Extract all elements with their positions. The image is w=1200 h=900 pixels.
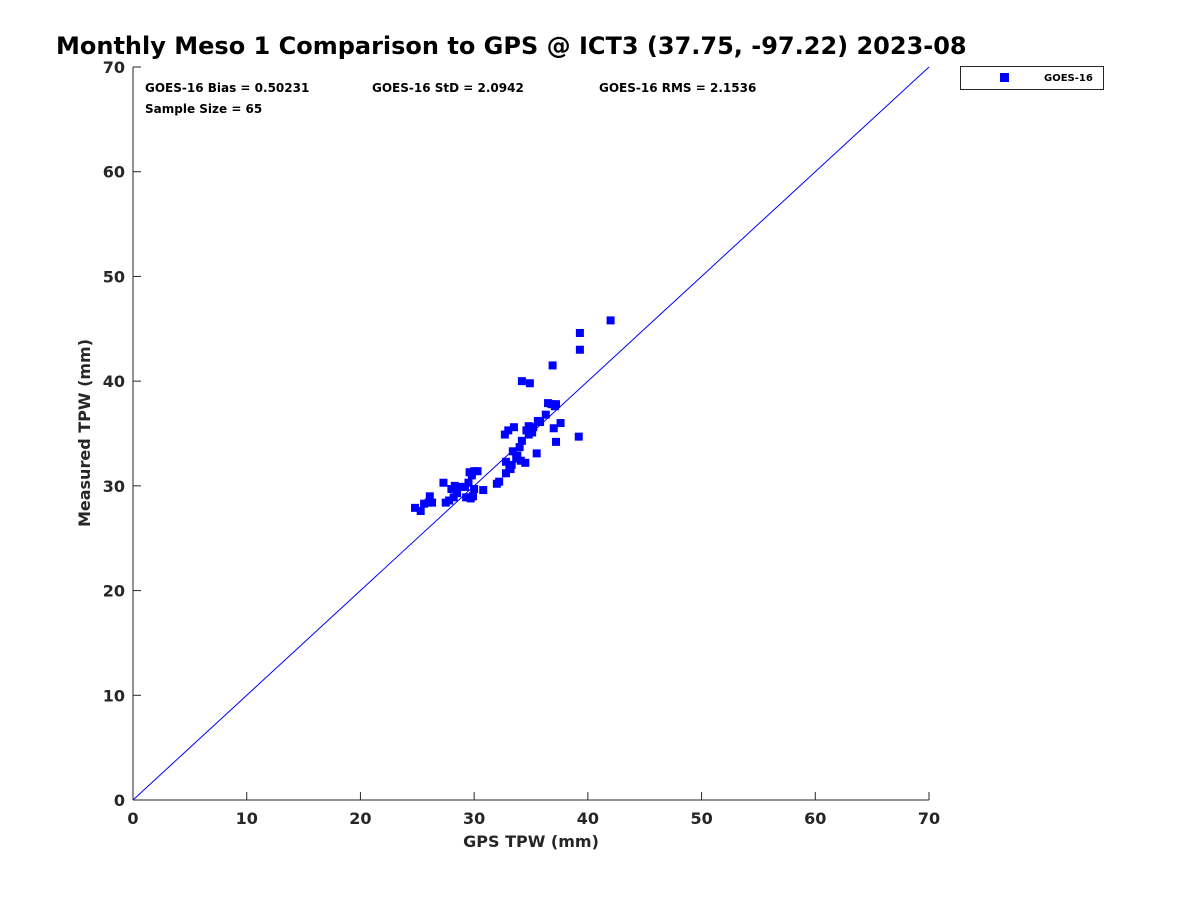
data-point xyxy=(574,432,583,441)
data-point xyxy=(500,430,509,439)
data-point xyxy=(473,467,482,476)
data-point xyxy=(507,460,516,469)
legend: GOES-16 xyxy=(960,66,1104,90)
y-axis-label: Measured TPW (mm) xyxy=(75,339,94,527)
data-point xyxy=(495,477,504,486)
y-tick-label: 40 xyxy=(103,372,125,391)
y-axis-ticks: 0 10 20 30 40 50 60 70 xyxy=(103,58,141,810)
data-point xyxy=(524,422,533,431)
sample-size-annotation: Sample Size = 65 xyxy=(145,102,262,116)
data-point xyxy=(528,428,537,437)
std-annotation: GOES-16 StD = 2.0942 xyxy=(372,81,524,95)
data-point xyxy=(470,484,479,493)
x-axis-label: GPS TPW (mm) xyxy=(463,832,599,851)
data-point xyxy=(517,436,526,445)
data-point xyxy=(517,377,526,386)
data-point xyxy=(467,471,476,480)
data-point xyxy=(525,379,534,388)
data-point xyxy=(547,400,556,409)
data-point xyxy=(509,423,518,432)
y-tick-label: 30 xyxy=(103,477,125,496)
x-tick-label: 30 xyxy=(463,809,485,828)
data-point xyxy=(453,489,462,498)
plot-area xyxy=(132,66,930,801)
x-tick-label: 0 xyxy=(127,809,138,828)
data-point xyxy=(575,345,584,354)
legend-label-goes16: GOES-16 xyxy=(1044,73,1093,84)
y-tick-label: 50 xyxy=(103,267,125,286)
data-point xyxy=(552,437,561,446)
chart-title: Monthly Meso 1 Comparison to GPS @ ICT3 … xyxy=(56,32,967,60)
data-point xyxy=(522,426,531,435)
data-point xyxy=(549,424,558,433)
data-point xyxy=(548,361,557,370)
data-point xyxy=(469,492,478,501)
data-point xyxy=(541,410,550,419)
y-tick-label: 70 xyxy=(103,58,125,77)
data-point xyxy=(445,496,454,505)
data-point xyxy=(416,506,425,515)
data-point xyxy=(420,499,429,508)
x-tick-label: 40 xyxy=(577,809,599,828)
y-tick-label: 60 xyxy=(103,163,125,182)
legend-box xyxy=(960,66,1104,90)
data-point xyxy=(450,481,459,490)
x-tick-label: 10 xyxy=(236,809,258,828)
x-tick-label: 70 xyxy=(918,809,940,828)
data-point xyxy=(521,458,530,467)
legend-marker-goes16 xyxy=(1000,73,1009,82)
data-point xyxy=(479,486,488,495)
y-tick-label: 0 xyxy=(114,791,125,810)
data-point xyxy=(449,493,458,502)
axes: 0 10 20 30 40 50 60 70 0 10 20 30 40 50 60 70 xyxy=(103,58,940,828)
data-point xyxy=(464,478,473,487)
data-point xyxy=(461,482,470,491)
data-point xyxy=(532,449,541,458)
data-point xyxy=(439,478,448,487)
bias-annotation: GOES-16 Bias = 0.50231 xyxy=(145,81,309,95)
y-tick-label: 20 xyxy=(103,582,125,601)
data-points xyxy=(411,316,615,515)
data-point xyxy=(411,503,420,512)
data-point xyxy=(536,417,545,426)
data-point xyxy=(508,447,517,456)
x-tick-label: 50 xyxy=(690,809,712,828)
data-point xyxy=(575,328,584,337)
data-point xyxy=(556,419,565,428)
stats-annotations: GOES-16 Bias = 0.50231 GOES-16 StD = 2.0… xyxy=(145,81,756,116)
rms-annotation: GOES-16 RMS = 2.1536 xyxy=(599,81,756,95)
data-point xyxy=(513,451,522,460)
data-point xyxy=(462,493,471,502)
x-axis-ticks: 0 10 20 30 40 50 60 70 xyxy=(127,792,940,828)
data-point xyxy=(428,498,437,507)
data-point xyxy=(516,456,525,465)
x-tick-label: 20 xyxy=(349,809,371,828)
data-point xyxy=(506,465,515,474)
x-tick-label: 60 xyxy=(804,809,826,828)
data-point xyxy=(456,482,465,491)
data-point xyxy=(501,469,510,478)
data-point xyxy=(552,400,561,409)
data-point xyxy=(515,443,524,452)
y-tick-label: 10 xyxy=(103,686,125,705)
data-point xyxy=(606,316,615,325)
data-point xyxy=(529,423,538,432)
data-point xyxy=(504,426,513,435)
data-point xyxy=(425,492,434,501)
data-point xyxy=(501,457,510,466)
